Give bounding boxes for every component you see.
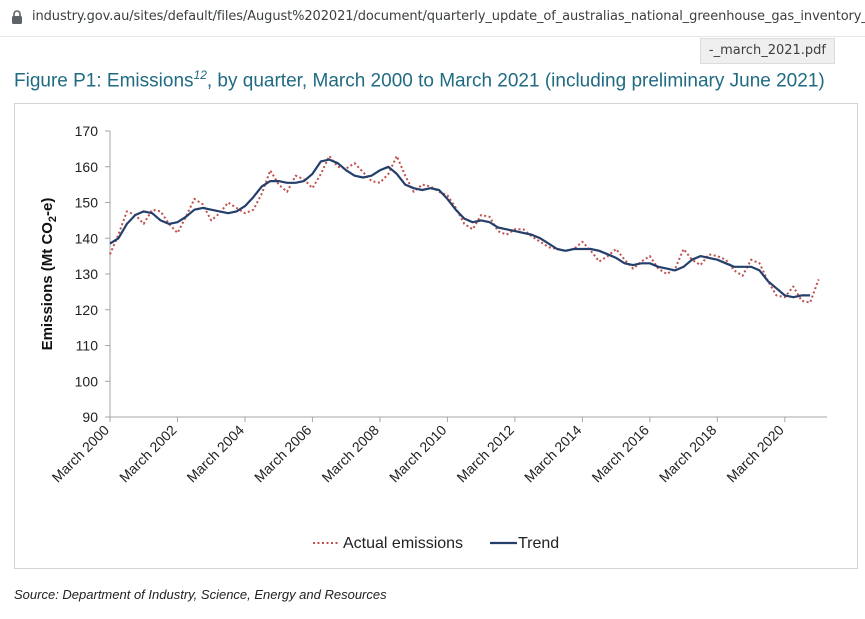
legend-label-actual: Actual emissions bbox=[343, 535, 463, 552]
y-tick-label: 100 bbox=[75, 373, 99, 389]
url-continuation: -_march_2021.pdf bbox=[699, 38, 835, 64]
series-actual-emissions-line bbox=[109, 155, 820, 304]
y-tick-label: 140 bbox=[75, 230, 99, 246]
legend-label-trend: Trend bbox=[518, 535, 559, 552]
x-tick-label: March 2012 bbox=[453, 422, 517, 486]
address-bar[interactable]: industry.gov.au/sites/default/files/Augu… bbox=[0, 0, 865, 37]
x-tick-label: March 2008 bbox=[318, 422, 382, 486]
figure-title: Figure P1: Emissions12, by quarter, Marc… bbox=[14, 68, 825, 92]
y-tick-label: 150 bbox=[75, 195, 99, 211]
url-text[interactable]: industry.gov.au/sites/default/files/Augu… bbox=[32, 9, 865, 24]
x-tick-label: March 2014 bbox=[521, 422, 585, 486]
x-tick-label: March 2010 bbox=[386, 422, 450, 486]
source-note: Source: Department of Industry, Science,… bbox=[14, 587, 387, 602]
x-tick-label: March 2016 bbox=[588, 422, 652, 486]
x-tick-label: March 2002 bbox=[116, 422, 180, 486]
series-trend-line bbox=[109, 158, 811, 299]
y-tick-label: 120 bbox=[75, 302, 99, 318]
x-tick-label: March 2018 bbox=[656, 422, 720, 486]
y-axis-label: Emissions (Mt CO2-e) bbox=[39, 198, 59, 351]
figure-title-footnote: 12 bbox=[193, 68, 207, 82]
figure-title-suffix: , by quarter, March 2000 to March 2021 (… bbox=[206, 70, 825, 92]
y-tick-label: 130 bbox=[75, 266, 99, 282]
x-tick-label: March 2006 bbox=[251, 422, 315, 486]
x-tick-label: March 2000 bbox=[49, 422, 113, 486]
x-tick-label: March 2004 bbox=[183, 422, 247, 486]
y-tick-label: 160 bbox=[75, 159, 99, 175]
y-tick-label: 170 bbox=[75, 123, 99, 139]
figure-title-prefix: Figure P1: Emissions bbox=[14, 70, 194, 92]
y-tick-label: 90 bbox=[82, 409, 98, 425]
x-tick-label: March 2020 bbox=[723, 422, 787, 486]
chart-frame: 90 100 110 120 130 140 150 160 170 March 2000 Marc… bbox=[14, 103, 858, 569]
y-tick-label: 110 bbox=[76, 338, 99, 354]
lock-icon[interactable] bbox=[11, 10, 23, 24]
